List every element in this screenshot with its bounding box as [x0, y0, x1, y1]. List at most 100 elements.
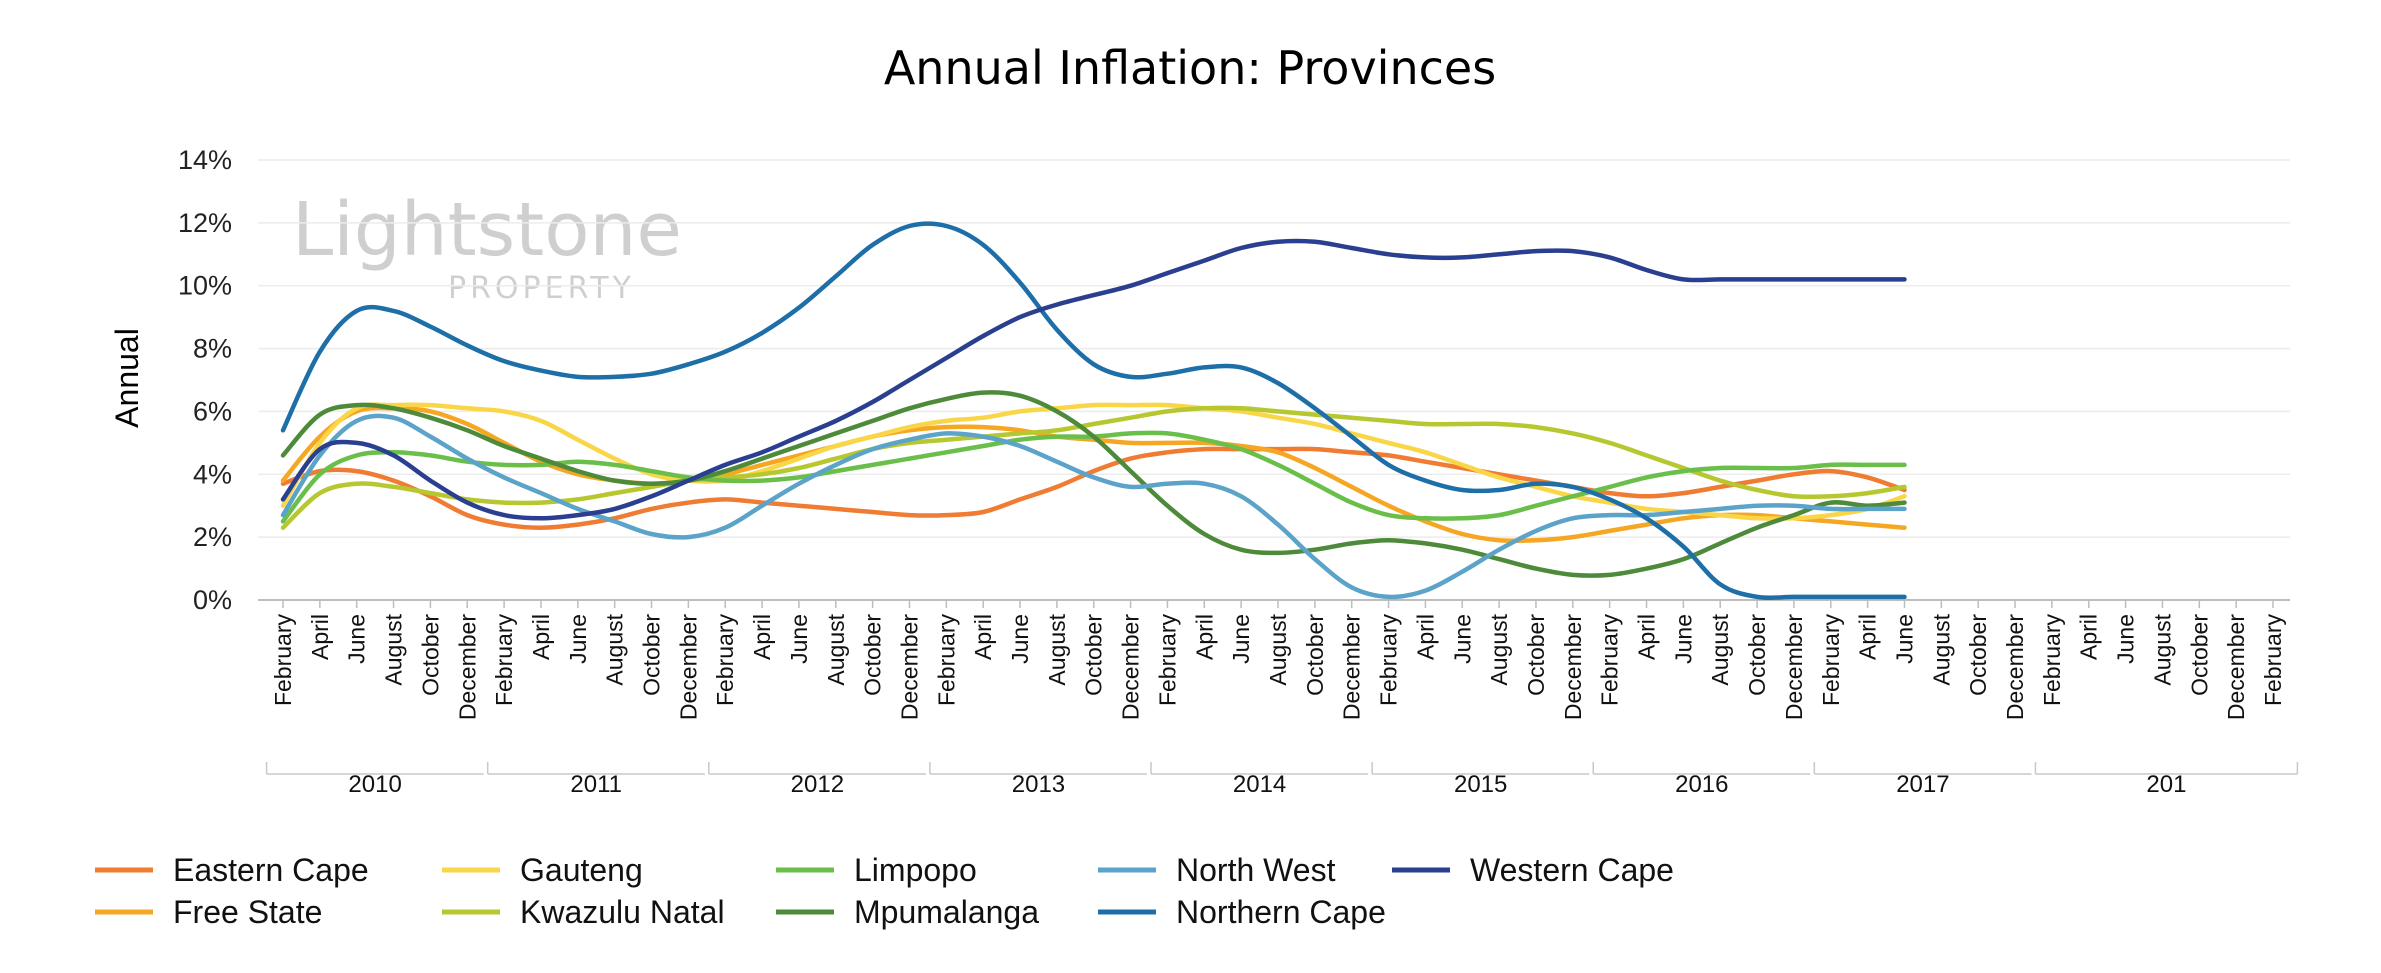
legend-item-western-cape[interactable]: Western Cape [1392, 852, 1674, 888]
y-tick-label: 4% [193, 459, 232, 489]
legend-label: Kwazulu Natal [520, 894, 725, 930]
legend-item-eastern-cape[interactable]: Eastern Cape [95, 852, 369, 888]
series-line-gauteng [280, 402, 1907, 521]
legend-label: Free State [173, 894, 322, 930]
x-tick-label: August [1265, 613, 1291, 685]
legend-item-free-state[interactable]: Free State [95, 894, 322, 930]
x-tick-label: June [1670, 614, 1696, 664]
x-tick-label: February [491, 614, 517, 707]
legend-item-north-west[interactable]: North West [1098, 852, 1336, 888]
year-label: 2013 [1012, 771, 1065, 798]
x-tick-label: April [1855, 614, 1881, 660]
y-tick-label: 0% [193, 585, 232, 615]
y-tick-label: 14% [178, 145, 232, 175]
x-tick-label: October [639, 614, 665, 696]
legend-label: Eastern Cape [173, 852, 369, 888]
year-label: 2016 [1675, 771, 1728, 798]
y-axis: 0% 2% 4% 6% 8% 10% 12% 14% [178, 145, 232, 615]
watermark: Lightstone PROPERTY [292, 187, 682, 306]
x-tick-label: August [1486, 613, 1512, 685]
legend-item-kwazulu-natal[interactable]: Kwazulu Natal [442, 894, 725, 930]
year-label: 2012 [791, 771, 844, 798]
legend-item-northern-cape[interactable]: Northern Cape [1098, 894, 1386, 930]
legend-item-limpopo[interactable]: Limpopo [776, 852, 977, 888]
y-tick-label: 6% [193, 396, 232, 426]
x-tick-label: April [2076, 614, 2102, 660]
x-tick-label: June [786, 614, 812, 664]
x-tick-label: February [2260, 614, 2286, 707]
series-line-eastern-cape [280, 446, 1907, 530]
x-tick-label: April [1191, 614, 1217, 660]
x-tick-label: June [2113, 614, 2139, 664]
x-tick-label: June [344, 614, 370, 664]
legend-label: Northern Cape [1176, 894, 1386, 930]
x-tick-label: August [2149, 613, 2175, 685]
legend-item-gauteng[interactable]: Gauteng [442, 852, 643, 888]
y-tick-label: 8% [193, 334, 232, 364]
watermark-main: Lightstone [292, 187, 682, 273]
x-tick-label: October [1302, 614, 1328, 696]
x-tick-label: December [1118, 614, 1144, 720]
y-tick-label: 12% [178, 208, 232, 238]
series-line-northern-cape [280, 221, 1907, 601]
x-tick-label: April [1412, 614, 1438, 660]
x-tick-label: August [381, 613, 407, 685]
x-tick-label: December [2223, 614, 2249, 720]
x-tick-label: October [1523, 614, 1549, 696]
legend-item-mpumalanga[interactable]: Mpumalanga [776, 894, 1039, 930]
x-tick-label: October [417, 614, 443, 696]
x-tick-label: June [565, 614, 591, 664]
x-tick-label: February [2039, 614, 2065, 707]
x-tick-label: October [2186, 614, 2212, 696]
legend-label: Mpumalanga [854, 894, 1039, 930]
x-tick-label: June [1007, 614, 1033, 664]
x-tick-label: February [933, 614, 959, 707]
x-tick-label: December [2002, 614, 2028, 720]
x-tick-label: August [1928, 613, 1954, 685]
y-tick-label: 2% [193, 522, 232, 552]
series-line-western-cape [280, 238, 1907, 521]
x-tick-label: October [1744, 614, 1770, 696]
year-label: 2017 [1896, 771, 1949, 798]
x-tick-label: February [1376, 614, 1402, 707]
x-tick-label: August [602, 613, 628, 685]
x-tick-label: February [1818, 614, 1844, 707]
year-label: 2010 [348, 771, 401, 798]
legend-label: Western Cape [1470, 852, 1674, 888]
x-tick-label: April [528, 614, 554, 660]
x-tick-label: June [1228, 614, 1254, 664]
x-tick-label: October [1965, 614, 1991, 696]
x-tick-label: June [1449, 614, 1475, 664]
x-tick-label: June [1891, 614, 1917, 664]
series-line-north-west [280, 413, 1907, 600]
x-tick-label: December [675, 614, 701, 720]
x-tick-label: December [1781, 614, 1807, 720]
x-tick-label: December [1339, 614, 1365, 720]
x-tick-label: August [1044, 613, 1070, 685]
legend-label: Gauteng [520, 852, 643, 888]
year-label: 2015 [1454, 771, 1507, 798]
series-line-kwazulu-natal [280, 405, 1907, 530]
x-tick-label: February [270, 614, 296, 707]
x-tick-label: April [1634, 614, 1660, 660]
x-tick-label: December [896, 614, 922, 720]
legend: Eastern Cape Free State Gauteng Kwazulu Nat… [95, 852, 1674, 930]
x-tick-label: August [823, 613, 849, 685]
year-label: 201 [2146, 771, 2186, 798]
series-lines [280, 221, 1907, 601]
y-axis-label: Annual [109, 328, 145, 428]
series-line-mpumalanga [280, 390, 1907, 578]
year-label: 2014 [1233, 771, 1286, 798]
x-tick-label: February [712, 614, 738, 707]
legend-label: Limpopo [854, 852, 977, 888]
x-tick-label: April [970, 614, 996, 660]
x-tick-label: April [307, 614, 333, 660]
x-tick-label: December [454, 614, 480, 720]
year-label: 2011 [570, 771, 622, 798]
x-tick-label: October [860, 614, 886, 696]
y-tick-label: 10% [178, 271, 232, 301]
legend-label: North West [1176, 852, 1336, 888]
x-tick-label: December [1560, 614, 1586, 720]
x-axis: February April June August October December Fe… [265, 600, 2299, 798]
